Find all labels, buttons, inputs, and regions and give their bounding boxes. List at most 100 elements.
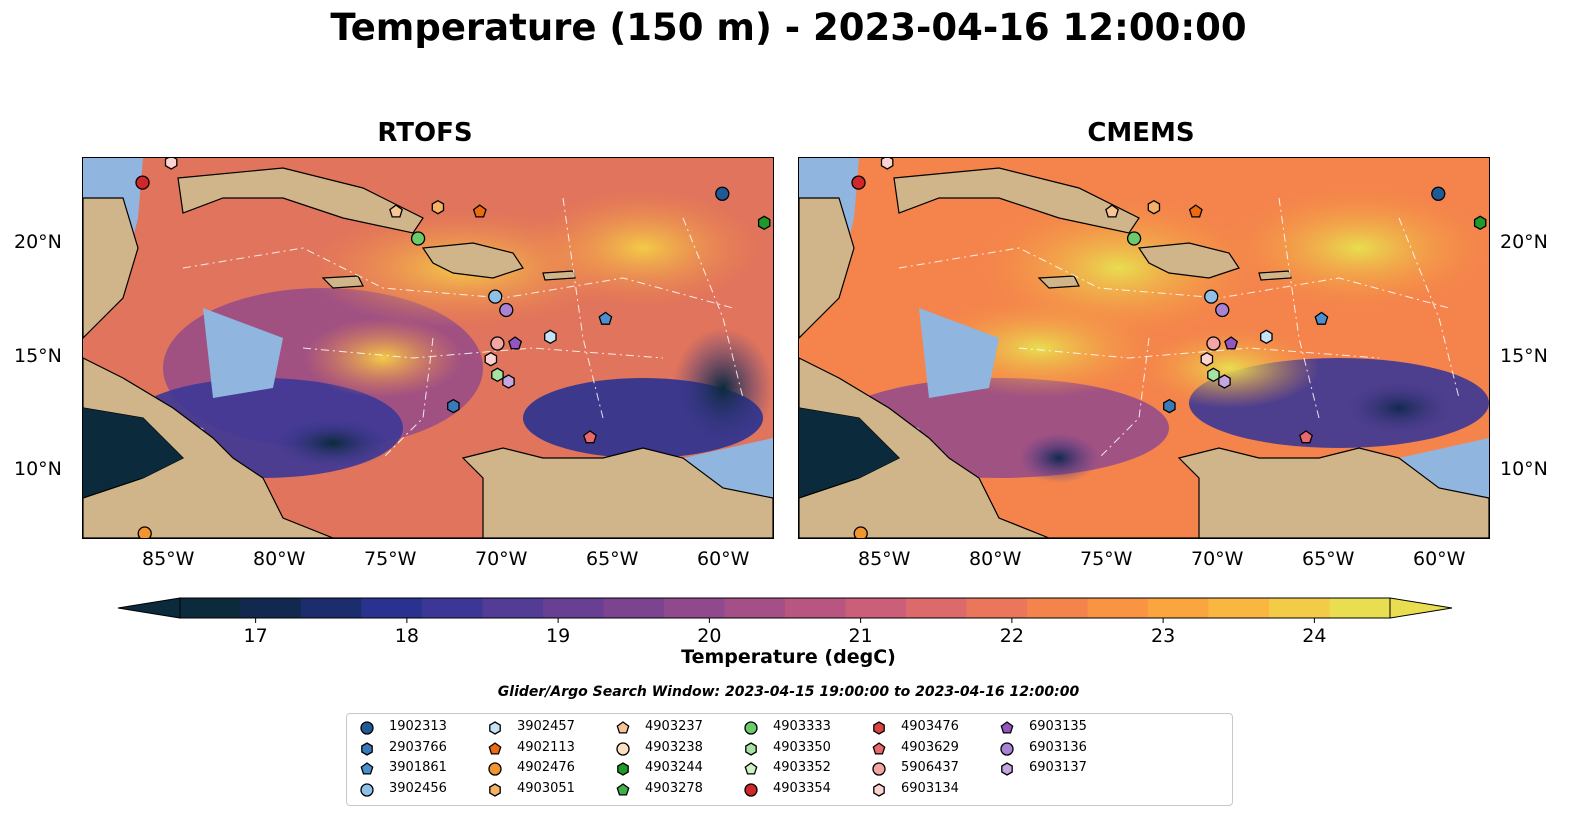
map-cmems-svg <box>799 158 1489 538</box>
colorbar-tick-label: 23 <box>1151 625 1175 646</box>
pacific <box>799 408 899 488</box>
figure-title: Temperature (150 m) - 2023-04-16 12:00:0… <box>330 6 1247 49</box>
lat-label: 20°N <box>1500 231 1548 253</box>
float-marker-1902313 <box>715 186 730 201</box>
float-marker-3901861 <box>1314 311 1329 325</box>
legend-marker-hexagon-icon <box>361 741 373 756</box>
float-marker-4903237 <box>389 204 403 218</box>
float-marker-6903134 <box>484 351 498 367</box>
float-marker-4903051 <box>1147 199 1161 215</box>
colorbar-segment <box>845 598 907 618</box>
legend-marker-pentagon-icon <box>616 721 630 734</box>
float-marker-4903051 <box>431 199 445 215</box>
float-marker-6903134 <box>164 158 178 170</box>
float-marker-4902476 <box>137 526 152 538</box>
legend-marker-hexagon-icon <box>873 782 885 797</box>
cuba <box>177 167 424 234</box>
hispaniola <box>1137 242 1240 279</box>
colorbar-segment <box>724 598 786 618</box>
shelf <box>919 308 999 398</box>
float-marker-4903354 <box>135 175 150 190</box>
lat-label: 20°N <box>14 231 62 253</box>
lon-label: 80°W <box>969 548 1022 570</box>
float-marker-4903244 <box>1473 215 1487 231</box>
lon-label: 85°W <box>858 548 911 570</box>
lat-label: 15°N <box>1500 345 1548 367</box>
float-marker-6903137 <box>1218 374 1231 389</box>
legend-marker-circle-icon <box>488 762 502 776</box>
legend-label: 6903134 <box>901 780 959 796</box>
float-marker-6903134 <box>880 158 894 170</box>
colorbar-tick-label: 20 <box>697 625 721 646</box>
legend-label: 4903354 <box>773 780 831 796</box>
legend-marker-hexagon-icon <box>873 721 885 735</box>
float-markers <box>135 158 771 538</box>
colorbar-tick-label: 21 <box>849 625 873 646</box>
legend-label: 6903136 <box>1029 739 1087 755</box>
puerto-rico <box>542 270 576 281</box>
search-window-text: Glider/Argo Search Window: 2023-04-15 19… <box>497 684 1080 700</box>
legend-label: 4902113 <box>517 739 575 755</box>
eez-boundaries <box>898 197 1460 459</box>
colorbar-segment <box>1087 598 1149 618</box>
colorbar-segment <box>301 598 362 618</box>
cuba <box>893 167 1140 234</box>
colorbar-tick-label: 19 <box>546 625 570 646</box>
panel-title-cmems: CMEMS <box>1087 118 1195 148</box>
yucatan <box>83 197 139 339</box>
float-marker-4903244 <box>757 215 771 231</box>
jamaica <box>321 275 364 289</box>
lon-label: 65°W <box>1302 548 1355 570</box>
legend-marker-pentagon-icon <box>488 741 502 755</box>
colorbar-border <box>179 597 1391 619</box>
float-marker-5906437 <box>490 336 505 351</box>
float-marker-4902113 <box>472 204 487 218</box>
legend-marker-hexagon-icon <box>489 721 501 735</box>
pacific <box>83 408 183 488</box>
colorbar-segment <box>482 598 544 618</box>
legend-marker-hexagon-icon <box>617 762 629 776</box>
lon-label: 70°W <box>475 548 528 570</box>
legend-marker-hexagon-icon <box>1001 762 1013 776</box>
colorbar-tick-label: 22 <box>1000 625 1024 646</box>
legend-marker-pentagon-icon <box>616 782 630 796</box>
legend-label: 4903629 <box>901 739 959 755</box>
legend-label: 4903278 <box>645 780 703 796</box>
colorbar-segment <box>785 598 846 618</box>
colorbar-label: Temperature (degC) <box>681 646 896 668</box>
colorbar-segment <box>180 598 241 618</box>
south-america-central-america <box>799 357 1489 538</box>
legend-label: 1902313 <box>389 719 447 734</box>
float-marker-4902113 <box>1188 204 1203 218</box>
lat-label: 10°N <box>1500 458 1548 480</box>
legend-label: 3902456 <box>389 780 447 796</box>
yucatan <box>799 197 855 339</box>
lon-label: 75°W <box>364 548 417 570</box>
legend-marker-circle-icon <box>360 782 374 797</box>
float-marker-4903237 <box>1105 204 1119 218</box>
colorbar-segments <box>117 597 1453 619</box>
float-marker-1902313 <box>1431 186 1446 201</box>
float-marker-3901861 <box>598 311 613 325</box>
legend-label: 4903244 <box>645 760 703 775</box>
lon-label: 85°W <box>142 548 195 570</box>
hispaniola <box>421 242 524 279</box>
float-marker-4902476 <box>853 526 868 538</box>
legend-label: 3901861 <box>389 760 447 775</box>
legend-label: 6903135 <box>1029 719 1087 734</box>
float-marker-6903135 <box>508 336 523 350</box>
legend-marker-circle-icon <box>744 782 758 797</box>
float-markers <box>851 158 1487 538</box>
lon-label: 60°W <box>697 548 750 570</box>
colorbar: 17 18 19 20 21 22 23 24 <box>117 597 1453 646</box>
float-marker-6903136 <box>1215 302 1230 318</box>
colorbar-segment <box>1208 598 1270 618</box>
float-marker-2903766 <box>447 398 460 414</box>
float-marker-4903629 <box>1299 430 1313 444</box>
lat-label: 10°N <box>14 458 62 480</box>
legend-marker-circle-icon <box>616 741 630 756</box>
cold-eddy <box>673 328 773 448</box>
map-rtofs-svg <box>83 158 773 538</box>
colorbar-segment <box>1027 598 1088 618</box>
legend-label: 4902476 <box>517 760 575 775</box>
